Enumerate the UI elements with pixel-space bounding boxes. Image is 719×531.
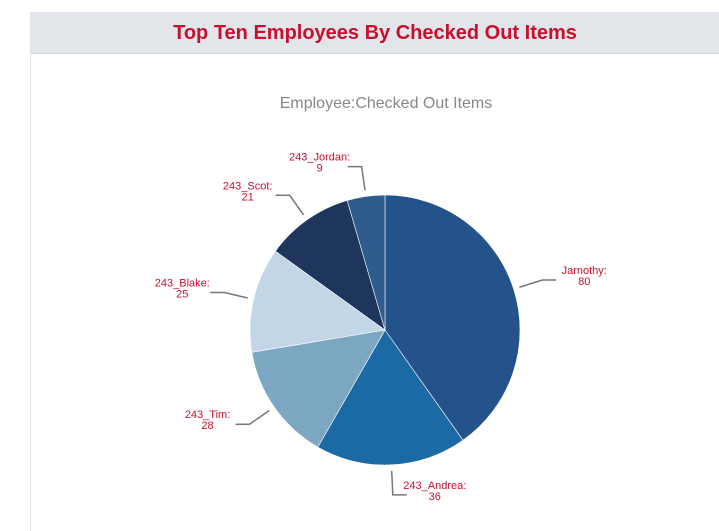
leader-line [519,279,557,288]
slice-value: 80 [578,276,590,288]
slice-label: 243_Scot: [223,180,273,192]
leader-line [275,194,305,216]
slice-value: 36 [429,491,441,503]
leader-line [210,291,248,299]
panel-header: Top Ten Employees By Checked Out Items [31,13,719,54]
chart-title: Employee:Checked Out Items [280,95,493,112]
slice-label: 243_Andrea: [403,480,466,492]
slice-value: 28 [201,420,213,432]
pie-slice [251,329,386,448]
pie-slice [384,194,521,441]
slice-value: 9 [317,163,323,175]
slice-label: 243_Tim: [185,409,230,421]
pie-slice [274,200,386,331]
panel-title: Top Ten Employees By Checked Out Items [173,21,577,44]
leader-line [235,409,270,425]
leader-line [347,165,366,191]
pie-slice [249,250,386,353]
pie-slice [346,194,386,331]
slice-label: 243_Jordan: [289,152,350,164]
leader-line [390,470,407,496]
slice-label: 243_Blake: [155,278,210,290]
pie-slice [317,329,464,466]
slice-value: 21 [242,191,254,203]
slice-value: 25 [176,289,188,301]
slice-label: Jarnothy: [562,265,607,277]
